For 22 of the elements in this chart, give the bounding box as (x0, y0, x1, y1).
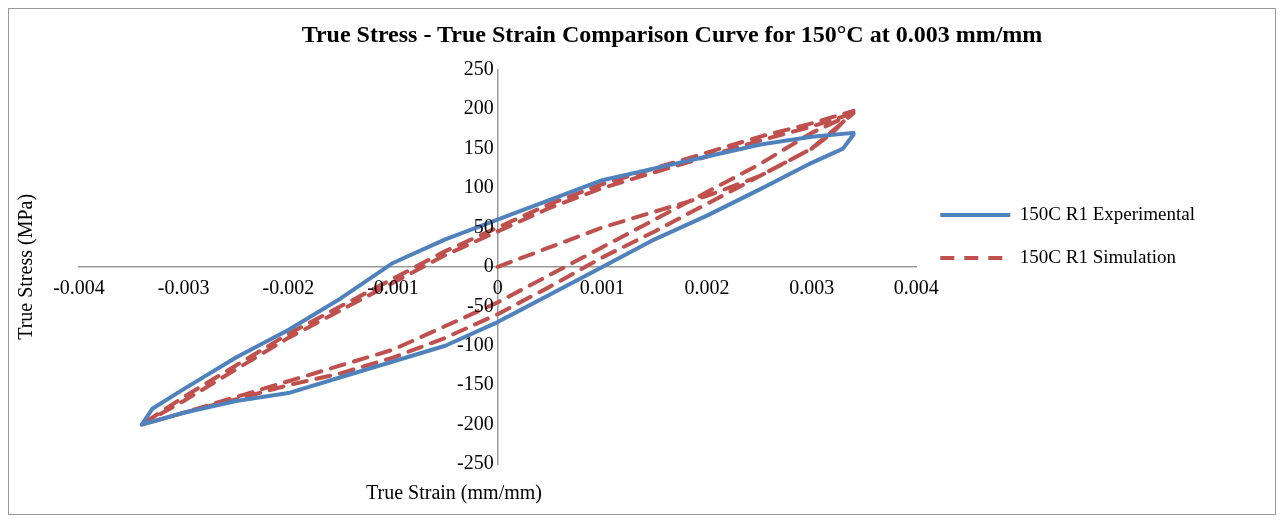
x-tick-label: -0.004 (53, 276, 105, 299)
y-tick-label: 100 (463, 175, 494, 198)
y-axis-title: True Stress (MPa) (14, 193, 38, 340)
x-tick-label: 0.004 (893, 276, 939, 299)
y-tick-label: 200 (463, 96, 494, 119)
x-axis-title: True Strain (mm/mm) (366, 481, 542, 505)
y-tick-label: -200 (456, 411, 494, 434)
y-tick-label: 0 (483, 254, 494, 277)
x-tick-label: 0.002 (684, 276, 730, 299)
x-tick-label: -0.002 (262, 276, 315, 299)
x-tick-label: 0.001 (579, 276, 625, 299)
x-tick-label: 0.003 (789, 276, 835, 299)
y-tick-label: 150 (463, 135, 494, 158)
y-tick-label: -50 (466, 293, 494, 316)
y-tick-label: -250 (456, 451, 494, 474)
chart-title: True Stress - True Strain Comparison Curve for 150°C at 0.003 mm/mm (301, 20, 1043, 47)
y-tick-label: 250 (463, 57, 494, 80)
x-tick-label: -0.003 (157, 276, 210, 299)
legend-label: 150C R1 Simulation (1019, 245, 1177, 267)
y-tick-label: -100 (456, 332, 494, 355)
legend-label: 150C R1 Experimental (1019, 202, 1196, 224)
y-tick-label: -150 (456, 372, 494, 395)
